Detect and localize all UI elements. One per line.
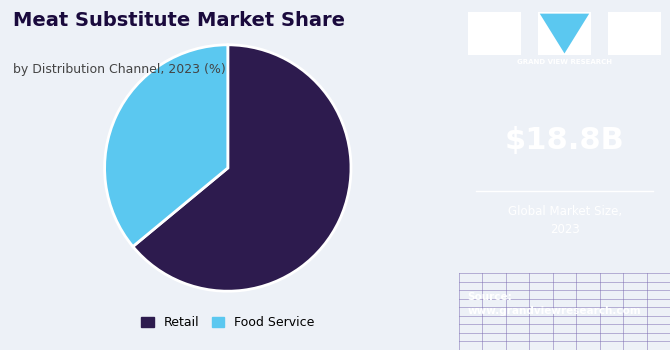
- Text: $18.8B: $18.8B: [505, 126, 624, 154]
- Text: Source:
www.grandviewresearch.com: Source: www.grandviewresearch.com: [468, 293, 641, 316]
- Polygon shape: [540, 14, 589, 54]
- Text: by Distribution Channel, 2023 (%): by Distribution Channel, 2023 (%): [13, 63, 226, 76]
- Text: Global Market Size,
2023: Global Market Size, 2023: [508, 205, 622, 236]
- Text: GRAND VIEW RESEARCH: GRAND VIEW RESEARCH: [517, 59, 612, 65]
- Text: Meat Substitute Market Share: Meat Substitute Market Share: [13, 10, 346, 29]
- FancyBboxPatch shape: [538, 12, 591, 55]
- Legend: Retail, Food Service: Retail, Food Service: [136, 311, 320, 334]
- FancyBboxPatch shape: [468, 12, 521, 55]
- FancyBboxPatch shape: [608, 12, 661, 55]
- Wedge shape: [105, 45, 228, 246]
- Wedge shape: [133, 45, 351, 291]
